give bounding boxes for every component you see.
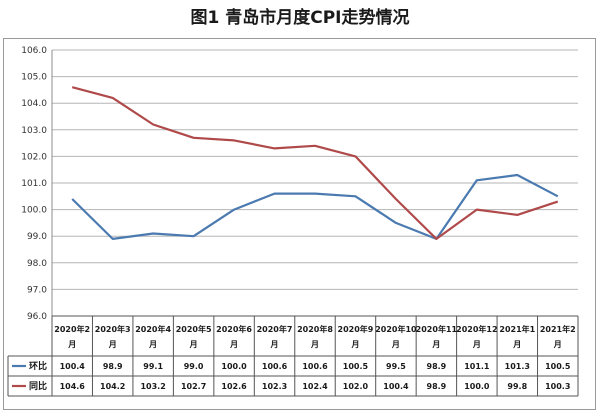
- data-label: 104.2: [100, 382, 125, 391]
- category-label-suffix: 月: [472, 340, 481, 349]
- category-label: 2020年8: [297, 324, 333, 334]
- y-tick-label: 104.0: [21, 99, 47, 109]
- x-axis-categories: 2020年2 月 2020年3 月 2020年4 月 2020年5 月 2020年6 月 2020年…: [54, 324, 575, 349]
- data-label: 99.8: [507, 382, 527, 391]
- category-label-suffix: 月: [512, 340, 521, 349]
- category-label: 2020年5: [176, 324, 212, 334]
- category-label: 2020年10: [375, 324, 417, 334]
- chart-title: 图1 青岛市月度CPI走势情况: [190, 8, 410, 28]
- category-label: 2020年11: [416, 324, 458, 334]
- y-tick-label: 105.0: [21, 73, 47, 83]
- data-label: 99.5: [386, 362, 406, 371]
- category-label: 2021年1: [499, 324, 535, 334]
- y-tick-label: 99.0: [27, 232, 47, 242]
- data-label: 99.0: [184, 362, 204, 371]
- y-tick-label: 103.0: [21, 126, 47, 136]
- y-tick-label: 106.0: [21, 46, 47, 56]
- table-row-mom: 环比 100.4 98.9 99.1 99.0 100.0 100.6 100.6 100.5 9…: [12, 360, 571, 372]
- table-row-yoy: 同比 104.6 104.2 103.2 102.7 102.6 102.3 102.4 102…: [12, 380, 570, 392]
- data-label: 103.2: [140, 382, 165, 391]
- series-line: [71, 86, 559, 240]
- category-label-suffix: 月: [553, 340, 562, 349]
- data-label: 102.6: [221, 382, 247, 391]
- category-label-suffix: 月: [391, 340, 400, 349]
- data-label: 100.6: [302, 362, 328, 371]
- category-label-suffix: 月: [67, 340, 76, 349]
- category-label: 2020年2: [54, 324, 90, 334]
- chart-frame: [3, 38, 596, 410]
- data-label: 98.9: [427, 382, 447, 391]
- y-tick-label: 98.0: [27, 259, 47, 269]
- category-label-suffix: 月: [431, 340, 440, 349]
- series-name: 同比: [29, 380, 47, 392]
- series-name: 环比: [29, 360, 47, 372]
- data-label: 104.6: [60, 382, 86, 391]
- y-tick-label: 97.0: [27, 285, 47, 295]
- category-label-suffix: 月: [310, 340, 319, 349]
- category-label-suffix: 月: [148, 340, 157, 349]
- category-label: 2020年3: [95, 324, 131, 334]
- data-label: 102.0: [343, 382, 369, 391]
- series-yoy: [71, 86, 559, 240]
- y-tick-label: 100.0: [21, 206, 47, 216]
- data-label: 101.3: [505, 362, 530, 371]
- category-label-suffix: 月: [189, 340, 198, 349]
- data-label: 100.4: [383, 382, 409, 391]
- series-line: [71, 173, 559, 240]
- data-label: 98.9: [427, 362, 447, 371]
- series-mom: [71, 173, 559, 240]
- category-label: 2020年12: [456, 324, 497, 334]
- data-label: 100.6: [262, 362, 288, 371]
- category-label: 2020年6: [216, 324, 252, 334]
- category-label-suffix: 月: [270, 340, 279, 349]
- data-label: 98.9: [103, 362, 123, 371]
- category-label: 2020年4: [135, 324, 171, 334]
- category-label: 2021年2: [540, 324, 576, 334]
- data-label: 99.1: [143, 362, 163, 371]
- y-tick-label: 102.0: [21, 152, 47, 162]
- category-label-suffix: 月: [229, 340, 238, 349]
- data-label: 100.5: [545, 362, 571, 371]
- category-label: 2020年9: [338, 324, 374, 334]
- y-axis-ticks: 96.0 97.0 98.0 99.0 100.0 101.0 102.0 103.0 104.…: [21, 46, 47, 322]
- data-table: 环比 100.4 98.9 99.1 99.0 100.0 100.6 100.6 100.5 9…: [7, 315, 579, 397]
- y-tick-label: 96.0: [27, 312, 47, 322]
- category-label-suffix: 月: [108, 340, 117, 349]
- data-label: 101.1: [464, 362, 490, 371]
- data-label: 102.4: [302, 382, 328, 391]
- grid-lines: [52, 49, 578, 317]
- data-label: 100.5: [343, 362, 369, 371]
- y-tick-label: 101.0: [21, 179, 47, 189]
- category-label-suffix: 月: [350, 340, 359, 349]
- category-label: 2020年7: [257, 324, 293, 334]
- data-label: 100.0: [221, 362, 247, 371]
- data-label: 100.3: [545, 382, 570, 391]
- data-label: 100.0: [464, 382, 490, 391]
- data-label: 100.4: [60, 362, 86, 371]
- data-label: 102.3: [262, 382, 287, 391]
- data-label: 102.7: [181, 382, 206, 391]
